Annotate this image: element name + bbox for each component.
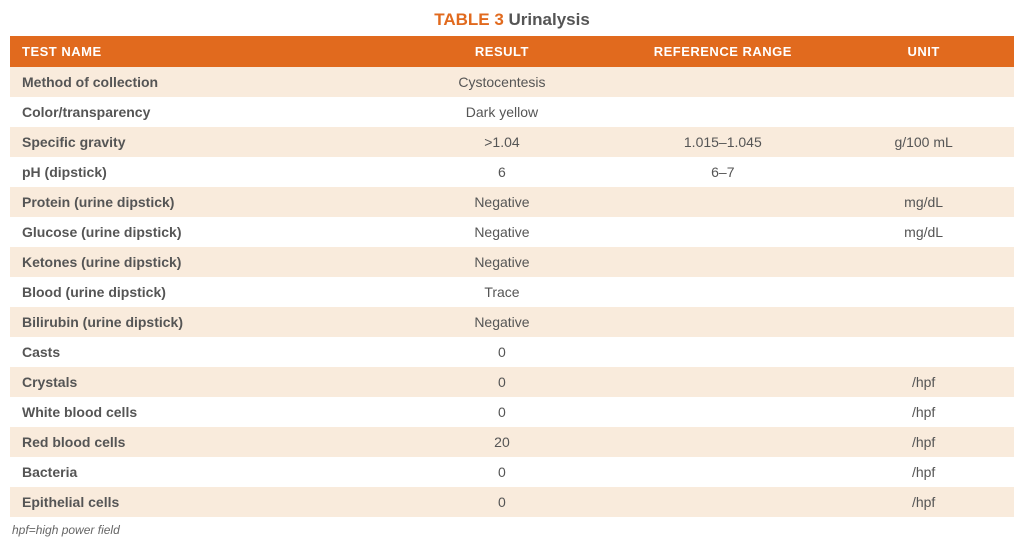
cell-result: 6 bbox=[392, 157, 613, 187]
cell-result: Negative bbox=[392, 217, 613, 247]
table-row: pH (dipstick)66–7 bbox=[10, 157, 1014, 187]
cell-reference-range bbox=[612, 187, 833, 217]
cell-reference-range: 1.015–1.045 bbox=[612, 127, 833, 157]
cell-result: 20 bbox=[392, 427, 613, 457]
cell-unit: /hpf bbox=[833, 397, 1014, 427]
cell-reference-range: 6–7 bbox=[612, 157, 833, 187]
col-header-result: RESULT bbox=[392, 36, 613, 67]
cell-unit bbox=[833, 97, 1014, 127]
cell-unit: mg/dL bbox=[833, 217, 1014, 247]
cell-reference-range bbox=[612, 337, 833, 367]
cell-test-name: Red blood cells bbox=[10, 427, 392, 457]
cell-result: 0 bbox=[392, 367, 613, 397]
cell-unit: /hpf bbox=[833, 487, 1014, 517]
table-title: TABLE 3 Urinalysis bbox=[10, 10, 1014, 30]
cell-test-name: Method of collection bbox=[10, 67, 392, 97]
cell-result: 0 bbox=[392, 487, 613, 517]
footnote: hpf=high power field bbox=[10, 517, 1014, 537]
table-row: Blood (urine dipstick)Trace bbox=[10, 277, 1014, 307]
table-row: Red blood cells20/hpf bbox=[10, 427, 1014, 457]
cell-test-name: Blood (urine dipstick) bbox=[10, 277, 392, 307]
cell-test-name: Crystals bbox=[10, 367, 392, 397]
cell-test-name: White blood cells bbox=[10, 397, 392, 427]
table-row: Bilirubin (urine dipstick)Negative bbox=[10, 307, 1014, 337]
cell-reference-range bbox=[612, 277, 833, 307]
title-label: TABLE 3 bbox=[434, 10, 504, 29]
cell-result: Negative bbox=[392, 307, 613, 337]
cell-unit bbox=[833, 337, 1014, 367]
table-row: Color/transparencyDark yellow bbox=[10, 97, 1014, 127]
cell-unit: /hpf bbox=[833, 427, 1014, 457]
cell-unit: mg/dL bbox=[833, 187, 1014, 217]
cell-test-name: Casts bbox=[10, 337, 392, 367]
title-name: Urinalysis bbox=[509, 10, 590, 29]
cell-reference-range bbox=[612, 397, 833, 427]
table-row: Protein (urine dipstick)Negative mg/dL bbox=[10, 187, 1014, 217]
cell-result: 0 bbox=[392, 397, 613, 427]
cell-reference-range bbox=[612, 487, 833, 517]
cell-reference-range bbox=[612, 217, 833, 247]
table-body: Method of collectionCystocentesisColor/t… bbox=[10, 67, 1014, 517]
table-header-row: TEST NAME RESULT REFERENCE RANGE UNIT bbox=[10, 36, 1014, 67]
cell-test-name: Glucose (urine dipstick) bbox=[10, 217, 392, 247]
cell-reference-range bbox=[612, 307, 833, 337]
table-row: Ketones (urine dipstick)Negative bbox=[10, 247, 1014, 277]
cell-unit bbox=[833, 67, 1014, 97]
cell-unit bbox=[833, 157, 1014, 187]
cell-unit bbox=[833, 307, 1014, 337]
cell-result: >1.04 bbox=[392, 127, 613, 157]
cell-test-name: Specific gravity bbox=[10, 127, 392, 157]
cell-test-name: Epithelial cells bbox=[10, 487, 392, 517]
col-header-ref: REFERENCE RANGE bbox=[612, 36, 833, 67]
cell-result: Negative bbox=[392, 187, 613, 217]
col-header-unit: UNIT bbox=[833, 36, 1014, 67]
table-row: Epithelial cells0/hpf bbox=[10, 487, 1014, 517]
table-row: Specific gravity>1.041.015–1.045g/100 mL bbox=[10, 127, 1014, 157]
cell-test-name: Color/transparency bbox=[10, 97, 392, 127]
table-row: Glucose (urine dipstick)Negative mg/dL bbox=[10, 217, 1014, 247]
cell-test-name: Protein (urine dipstick) bbox=[10, 187, 392, 217]
urinalysis-table: TEST NAME RESULT REFERENCE RANGE UNIT Me… bbox=[10, 36, 1014, 517]
cell-reference-range bbox=[612, 367, 833, 397]
cell-result: Negative bbox=[392, 247, 613, 277]
cell-test-name: pH (dipstick) bbox=[10, 157, 392, 187]
col-header-name: TEST NAME bbox=[10, 36, 392, 67]
cell-test-name: Ketones (urine dipstick) bbox=[10, 247, 392, 277]
cell-unit: /hpf bbox=[833, 367, 1014, 397]
cell-result: 0 bbox=[392, 457, 613, 487]
cell-reference-range bbox=[612, 97, 833, 127]
table-row: Method of collectionCystocentesis bbox=[10, 67, 1014, 97]
cell-unit bbox=[833, 247, 1014, 277]
cell-reference-range bbox=[612, 67, 833, 97]
cell-test-name: Bacteria bbox=[10, 457, 392, 487]
cell-reference-range bbox=[612, 247, 833, 277]
cell-unit: /hpf bbox=[833, 457, 1014, 487]
table-row: Casts0 bbox=[10, 337, 1014, 367]
cell-result: Trace bbox=[392, 277, 613, 307]
cell-test-name: Bilirubin (urine dipstick) bbox=[10, 307, 392, 337]
table-row: White blood cells0/hpf bbox=[10, 397, 1014, 427]
cell-result: Cystocentesis bbox=[392, 67, 613, 97]
cell-unit bbox=[833, 277, 1014, 307]
cell-reference-range bbox=[612, 457, 833, 487]
cell-reference-range bbox=[612, 427, 833, 457]
cell-unit: g/100 mL bbox=[833, 127, 1014, 157]
table-row: Bacteria0/hpf bbox=[10, 457, 1014, 487]
table-row: Crystals0/hpf bbox=[10, 367, 1014, 397]
cell-result: 0 bbox=[392, 337, 613, 367]
cell-result: Dark yellow bbox=[392, 97, 613, 127]
